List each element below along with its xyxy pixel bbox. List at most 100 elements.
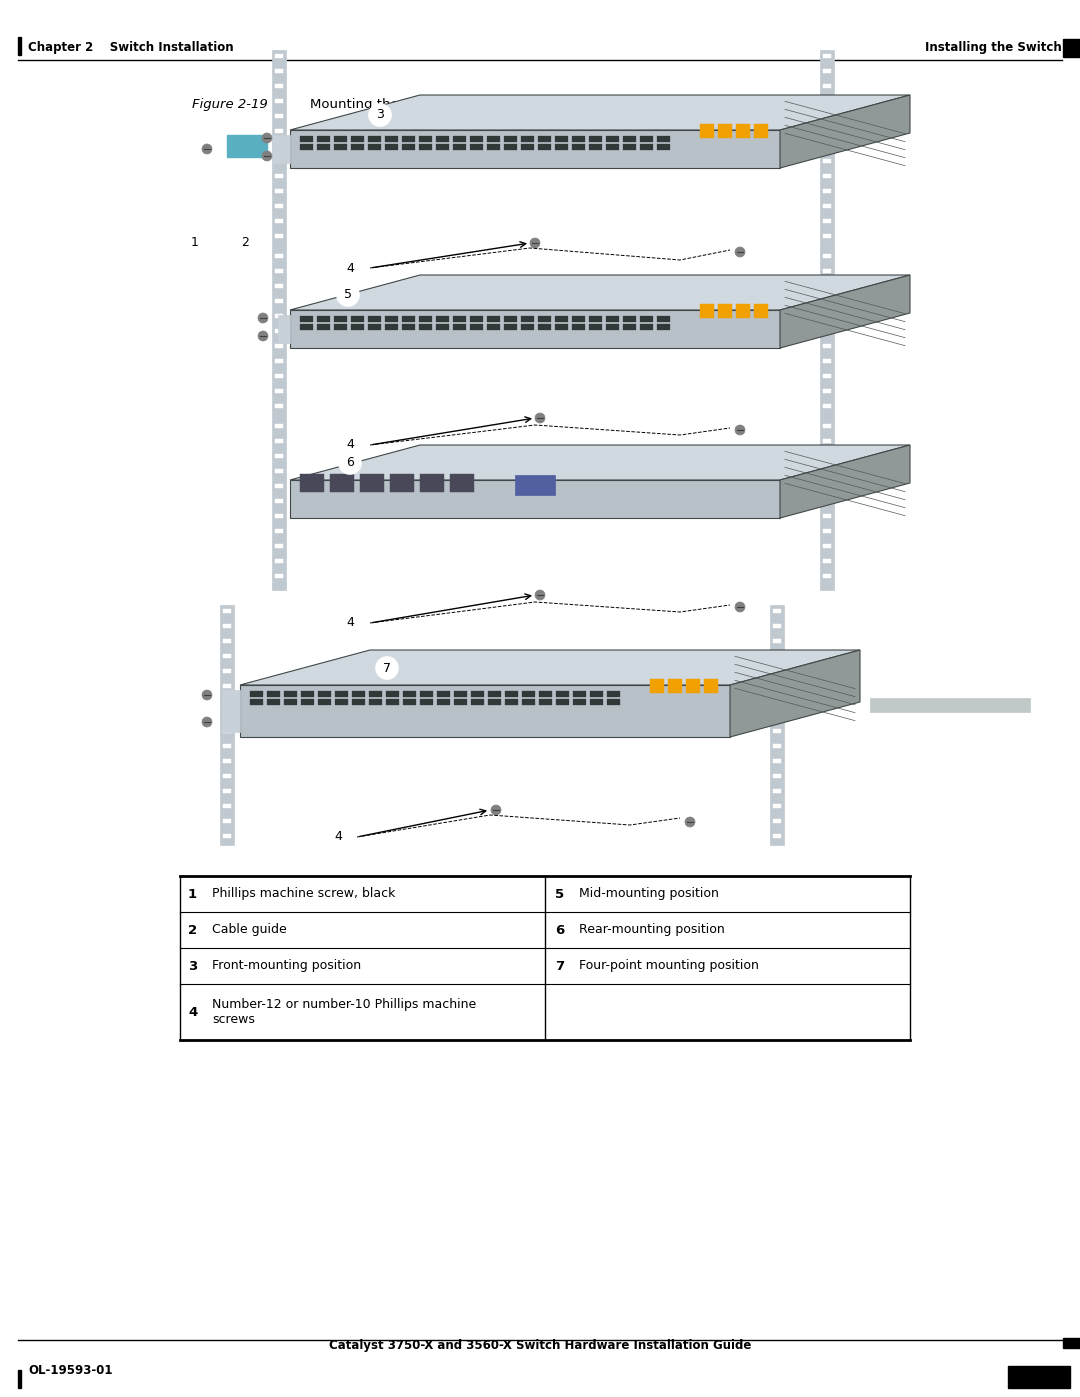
- Bar: [607, 698, 620, 705]
- Bar: [556, 692, 569, 697]
- Polygon shape: [730, 650, 860, 738]
- Bar: [555, 136, 568, 142]
- Circle shape: [327, 826, 349, 848]
- Bar: [820, 420, 834, 590]
- Bar: [555, 316, 568, 321]
- Bar: [823, 469, 831, 474]
- Bar: [657, 324, 670, 330]
- Bar: [521, 316, 534, 321]
- Bar: [669, 679, 681, 693]
- Bar: [823, 529, 831, 534]
- Bar: [515, 475, 555, 495]
- Bar: [823, 314, 831, 319]
- Text: 4: 4: [346, 616, 354, 630]
- Bar: [351, 324, 364, 330]
- Bar: [572, 316, 585, 321]
- Bar: [657, 144, 670, 149]
- Bar: [870, 698, 1030, 712]
- Bar: [300, 136, 313, 142]
- Bar: [420, 698, 433, 705]
- Bar: [487, 136, 500, 142]
- Bar: [770, 605, 784, 845]
- Bar: [607, 692, 620, 697]
- Bar: [470, 144, 483, 149]
- Circle shape: [184, 231, 206, 253]
- Text: 2-19: 2-19: [1020, 1369, 1058, 1384]
- Bar: [823, 189, 831, 193]
- Bar: [222, 819, 231, 823]
- Bar: [318, 692, 330, 697]
- Bar: [351, 144, 364, 149]
- Text: 5: 5: [345, 289, 352, 302]
- Bar: [384, 136, 399, 142]
- Bar: [773, 654, 781, 658]
- Circle shape: [258, 313, 268, 323]
- Bar: [773, 698, 781, 703]
- Bar: [300, 324, 313, 330]
- Bar: [351, 136, 364, 142]
- Bar: [275, 454, 283, 458]
- Bar: [301, 692, 314, 697]
- Bar: [275, 359, 283, 363]
- Bar: [272, 136, 291, 163]
- Bar: [18, 1370, 21, 1389]
- Bar: [222, 789, 231, 793]
- Bar: [300, 144, 313, 149]
- Text: Figure 2-19: Figure 2-19: [192, 98, 268, 110]
- Bar: [275, 574, 283, 578]
- Bar: [275, 235, 283, 237]
- Bar: [275, 483, 283, 488]
- Bar: [606, 324, 619, 330]
- Circle shape: [202, 717, 212, 726]
- Text: 4: 4: [334, 830, 342, 844]
- Bar: [623, 144, 636, 149]
- Bar: [352, 698, 365, 705]
- Bar: [222, 759, 231, 763]
- Bar: [773, 834, 781, 838]
- Bar: [488, 692, 501, 697]
- Bar: [589, 324, 602, 330]
- Bar: [369, 698, 382, 705]
- Bar: [275, 144, 283, 148]
- Bar: [272, 250, 286, 420]
- Bar: [555, 324, 568, 330]
- Bar: [222, 609, 231, 613]
- Text: 5: 5: [555, 887, 564, 901]
- Bar: [318, 324, 330, 330]
- Bar: [384, 324, 399, 330]
- Bar: [823, 299, 831, 303]
- Bar: [402, 324, 415, 330]
- Bar: [573, 698, 586, 705]
- Bar: [368, 144, 381, 149]
- Bar: [773, 805, 781, 807]
- Bar: [718, 305, 732, 319]
- Bar: [275, 314, 283, 319]
- Bar: [334, 316, 347, 321]
- Text: 1: 1: [191, 236, 199, 249]
- Bar: [773, 638, 781, 643]
- Bar: [278, 314, 291, 344]
- Bar: [267, 692, 280, 697]
- Bar: [640, 324, 653, 330]
- Text: 4: 4: [346, 439, 354, 451]
- Bar: [504, 324, 517, 330]
- Bar: [453, 136, 465, 142]
- Bar: [735, 305, 750, 319]
- Bar: [222, 714, 231, 718]
- Circle shape: [339, 612, 361, 634]
- Bar: [539, 692, 552, 697]
- Bar: [300, 474, 324, 492]
- Bar: [275, 204, 283, 208]
- Bar: [402, 316, 415, 321]
- Bar: [823, 439, 831, 443]
- Bar: [823, 115, 831, 117]
- Bar: [275, 189, 283, 193]
- Bar: [650, 679, 664, 693]
- Text: 2: 2: [241, 236, 248, 249]
- Bar: [504, 136, 517, 142]
- Bar: [222, 624, 231, 629]
- Bar: [318, 316, 330, 321]
- Bar: [284, 692, 297, 697]
- Bar: [419, 316, 432, 321]
- Text: Four-point mounting position: Four-point mounting position: [579, 960, 759, 972]
